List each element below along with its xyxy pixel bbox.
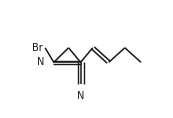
Text: Br: Br — [32, 43, 42, 53]
Text: N: N — [37, 57, 44, 67]
Text: N: N — [77, 91, 84, 101]
